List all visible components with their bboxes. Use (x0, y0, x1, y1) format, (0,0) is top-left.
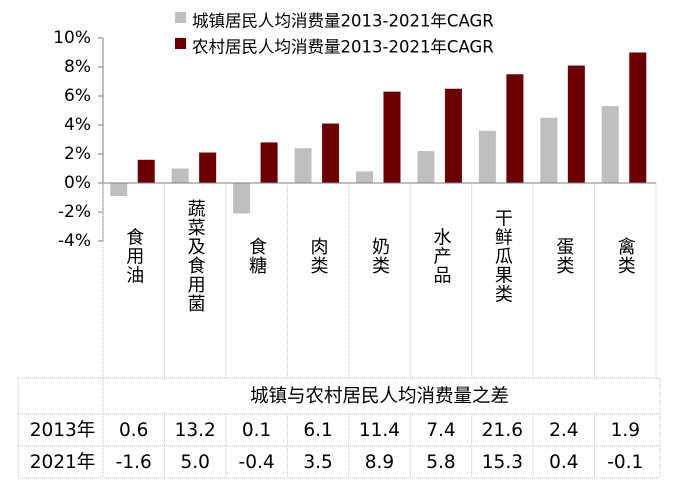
legend-label-0: 城镇居民人均消费量2013-2021年CAGR (192, 12, 494, 31)
bar-urban (233, 183, 251, 214)
x-tick-label: 食糖 (246, 237, 267, 275)
x-tick-label: 蔬菜及食用菌 (185, 199, 206, 313)
table-cell: 0.6 (119, 420, 148, 441)
y-tick-label: 8% (64, 57, 91, 77)
table-cell: 0.1 (242, 420, 271, 441)
legend-label-1: 农村居民人均消费量2013-2021年CAGR (192, 38, 494, 57)
table-cell: 8.9 (365, 452, 394, 473)
table-cell: -0.1 (607, 452, 643, 473)
bar-rural (629, 52, 647, 183)
bar-urban (171, 168, 189, 183)
bar-rural (322, 123, 340, 183)
bar-urban (478, 130, 496, 183)
legend-swatch-0 (175, 12, 186, 23)
y-tick-label: -4% (58, 231, 91, 251)
bar-urban (294, 148, 312, 183)
table-cell: 3.5 (303, 452, 332, 473)
table-row-label: 2013年 (30, 420, 96, 441)
y-tick-label: 10% (53, 28, 91, 48)
table-cell: 1.9 (611, 420, 640, 441)
bar-rural (137, 159, 155, 183)
table-cell: 5.8 (426, 452, 455, 473)
legend-swatch-1 (175, 38, 186, 49)
bar-rural (383, 91, 401, 183)
y-axis: 10% 8% 6% 4% 2% 0% -2% -4% (53, 28, 104, 251)
y-tick-label: 6% (64, 86, 91, 106)
bar-urban (356, 171, 373, 183)
table-cell: 13.2 (175, 420, 216, 441)
bar-urban (601, 106, 619, 183)
x-tick-label: 肉类 (308, 237, 329, 275)
bar-urban (110, 183, 128, 197)
table-title: 城镇与农村居民人均消费量之差 (250, 386, 509, 407)
bar-rural (567, 65, 585, 183)
x-tick-label: 奶类 (369, 237, 390, 275)
table-row-label: 2021年 (30, 452, 96, 473)
bar-urban (417, 151, 435, 183)
table-cell: 7.4 (426, 420, 455, 441)
x-tick-label: 食用油 (123, 227, 144, 284)
x-tick-label: 水产品 (430, 227, 451, 284)
bar-rural (260, 142, 278, 183)
table-cell: -0.4 (239, 452, 275, 473)
y-tick-label: -2% (58, 202, 91, 222)
table-cell: -1.6 (116, 452, 152, 473)
table-cell: 21.6 (482, 420, 523, 441)
x-tick-label: 禽类 (615, 237, 636, 275)
y-tick-label: 0% (64, 173, 91, 193)
table-cell: 6.1 (303, 420, 332, 441)
data-table: 城镇与农村居民人均消费量之差 2013年 0.6 13.2 0.1 6.1 11.4 7.4 2… (17, 377, 661, 479)
y-tick-label: 4% (64, 115, 91, 135)
table-cell: 11.4 (359, 420, 400, 441)
table-cell: 15.3 (482, 452, 523, 473)
bar-rural (444, 88, 462, 183)
x-tick-label: 干鲜瓜果类 (492, 209, 513, 304)
table-cell: 5.0 (180, 452, 209, 473)
legend: 城镇居民人均消费量2013-2021年CAGR 农村居民人均消费量2013-202… (175, 12, 494, 57)
table-cell: 0.4 (549, 452, 578, 473)
x-tick-label: 蛋类 (553, 237, 574, 275)
bars (110, 52, 647, 214)
table-cell: 2.4 (549, 420, 578, 441)
bar-rural (506, 74, 524, 183)
x-axis: 食用油 蔬菜及食用菌 食糖 肉类 奶类 水产品 干鲜瓜果类 蛋类 禽类 (102, 182, 657, 378)
bar-rural (199, 152, 217, 183)
y-tick-label: 2% (64, 144, 91, 164)
bar-urban (540, 117, 558, 183)
